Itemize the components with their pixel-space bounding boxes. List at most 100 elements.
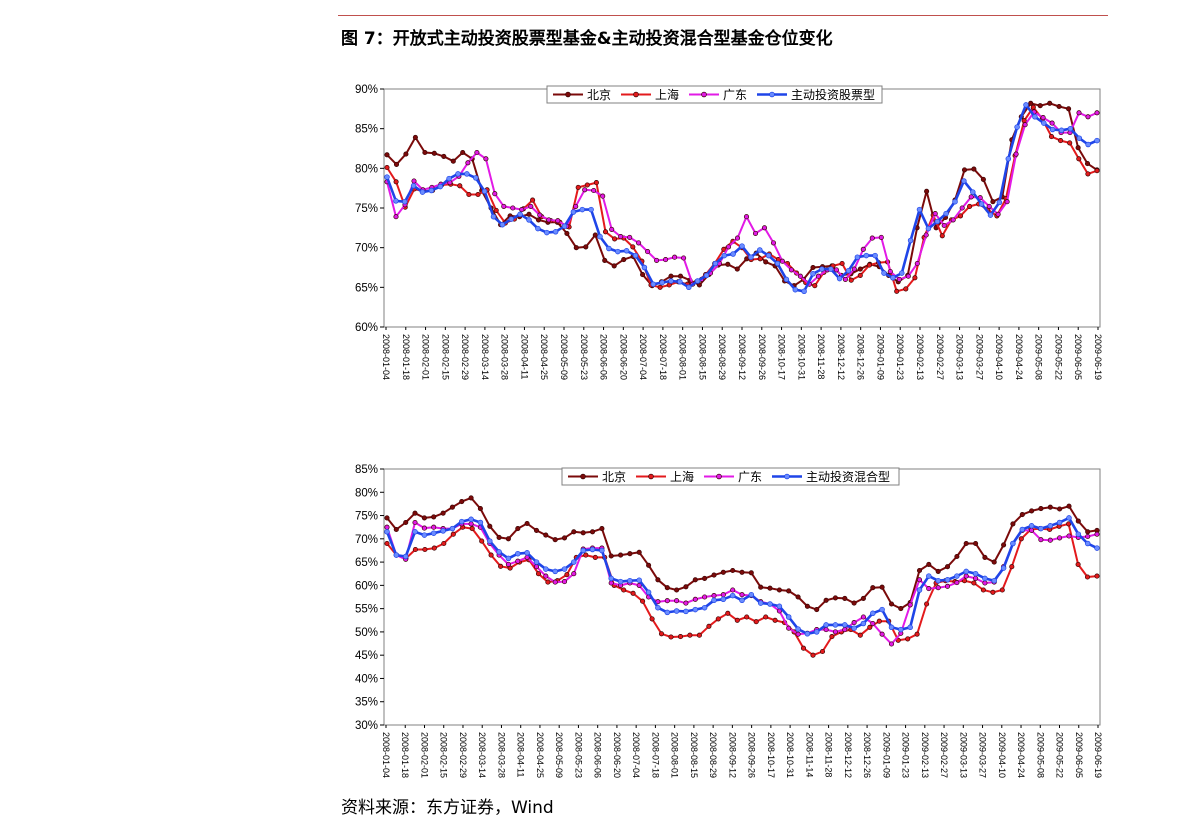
- series-point-1: [763, 259, 769, 265]
- series-point-3: [779, 258, 785, 264]
- x-tick-label: 2009-06-19: [1093, 732, 1103, 778]
- series-line-1: [386, 102, 1098, 287]
- series-point-1: [393, 526, 399, 533]
- series-point-4: [664, 609, 671, 616]
- x-tick-label: 2009-04-10: [997, 732, 1007, 778]
- series-point-4: [571, 559, 577, 565]
- y-tick-label: 85%: [355, 124, 378, 136]
- series-point-4: [515, 550, 521, 557]
- series-point-1: [692, 577, 698, 583]
- series-point-4: [1047, 523, 1054, 529]
- x-tick-label: 2008-03-14: [477, 732, 487, 778]
- series-point-2: [649, 616, 655, 622]
- series-point-1: [1057, 506, 1063, 512]
- series-point-3: [552, 579, 558, 585]
- y-tick-label: 50%: [355, 627, 378, 639]
- series-point-4: [748, 254, 754, 260]
- series-line-2: [386, 522, 1098, 657]
- series-point-3: [923, 232, 929, 238]
- series-point-3: [1076, 110, 1082, 116]
- series-point-3: [797, 273, 803, 279]
- series-point-2: [957, 213, 964, 219]
- series-point-3: [1085, 533, 1091, 540]
- x-tick-label: 2008-08-29: [717, 334, 727, 380]
- series-point-3: [887, 268, 893, 275]
- series-point-2: [999, 587, 1005, 593]
- series-point-1: [441, 153, 447, 159]
- series-point-4: [440, 528, 446, 534]
- series-point-4: [517, 211, 523, 218]
- series-point-1: [674, 587, 680, 593]
- legend-swatch-marker: [784, 473, 790, 480]
- series-point-3: [761, 225, 768, 231]
- series-point-4: [650, 281, 657, 287]
- series-point-2: [772, 617, 778, 623]
- series-point-2: [812, 283, 818, 289]
- series-point-2: [1067, 140, 1073, 146]
- x-tick-label: 2008-02-01: [419, 732, 429, 778]
- x-tick-label: 2009-04-24: [1016, 732, 1026, 778]
- x-tick-label: 2008-03-28: [500, 334, 510, 380]
- series-point-4: [437, 183, 444, 190]
- series-point-4: [854, 254, 861, 260]
- series-point-2: [498, 563, 504, 569]
- series-point-4: [473, 175, 479, 181]
- series-point-4: [836, 275, 843, 282]
- series-point-4: [926, 573, 932, 579]
- x-tick-label: 2009-01-09: [881, 732, 891, 778]
- series-point-4: [561, 566, 568, 572]
- series-point-3: [720, 592, 726, 598]
- x-tick-label: 2009-05-22: [1055, 732, 1065, 778]
- series-point-3: [935, 585, 941, 591]
- series-point-3: [702, 594, 708, 600]
- series-point-2: [640, 598, 646, 604]
- series-point-1: [384, 515, 390, 521]
- legend-label: 北京: [587, 88, 611, 102]
- series-point-1: [646, 562, 652, 568]
- series-point-3: [905, 273, 911, 279]
- series-point-4: [785, 614, 792, 620]
- series-point-3: [608, 580, 614, 586]
- series-point-2: [493, 207, 499, 213]
- series-point-1: [505, 536, 511, 542]
- series-point-4: [490, 213, 497, 220]
- x-tick-label: 2009-02-27: [935, 334, 945, 380]
- series-point-2: [857, 632, 863, 638]
- series-point-4: [458, 518, 465, 525]
- series-point-4: [795, 626, 801, 632]
- series-point-2: [475, 191, 481, 198]
- series-point-2: [810, 652, 816, 658]
- series-point-1: [1001, 542, 1007, 548]
- series-point-3: [851, 266, 857, 272]
- series-point-1: [403, 151, 409, 157]
- x-tick-label: 2008-05-09: [559, 334, 569, 380]
- y-tick-label: 65%: [355, 557, 378, 569]
- series-point-2: [866, 262, 872, 268]
- series-point-4: [1056, 519, 1063, 526]
- series-point-4: [552, 229, 559, 235]
- series-point-3: [888, 641, 895, 647]
- series-point-2: [583, 552, 589, 558]
- series-point-2: [687, 632, 693, 638]
- y-tick-label: 75%: [355, 203, 378, 215]
- series-point-4: [1023, 102, 1029, 108]
- series-point-4: [499, 221, 506, 228]
- series-point-4: [872, 252, 878, 259]
- series-point-4: [694, 278, 701, 284]
- series-point-4: [496, 549, 502, 555]
- series-point-4: [588, 206, 594, 213]
- series-point-4: [934, 218, 941, 225]
- series-point-4: [899, 270, 905, 276]
- series-point-3: [664, 598, 670, 604]
- series-point-4: [589, 546, 596, 553]
- series-point-1: [814, 607, 820, 613]
- series-point-2: [734, 617, 740, 623]
- series-point-2: [630, 244, 636, 250]
- series-point-2: [924, 601, 930, 607]
- series-point-4: [916, 587, 923, 593]
- x-tick-label: 2008-02-15: [439, 732, 449, 778]
- series-point-3: [465, 160, 471, 166]
- series-point-1: [618, 552, 624, 558]
- series-point-2: [971, 580, 977, 586]
- y-tick-label: 65%: [355, 282, 378, 294]
